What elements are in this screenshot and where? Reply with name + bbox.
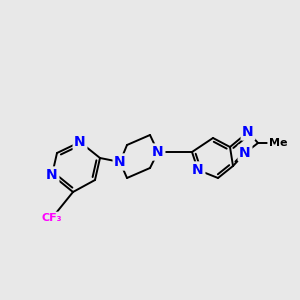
Text: CF₃: CF₃ bbox=[42, 213, 62, 223]
Text: N: N bbox=[242, 125, 254, 139]
Text: N: N bbox=[114, 155, 126, 169]
Text: N: N bbox=[239, 146, 251, 160]
Text: N: N bbox=[74, 135, 86, 149]
Text: N: N bbox=[46, 168, 58, 182]
Text: N: N bbox=[152, 145, 164, 159]
Text: Me: Me bbox=[269, 138, 287, 148]
Text: N: N bbox=[192, 163, 204, 177]
